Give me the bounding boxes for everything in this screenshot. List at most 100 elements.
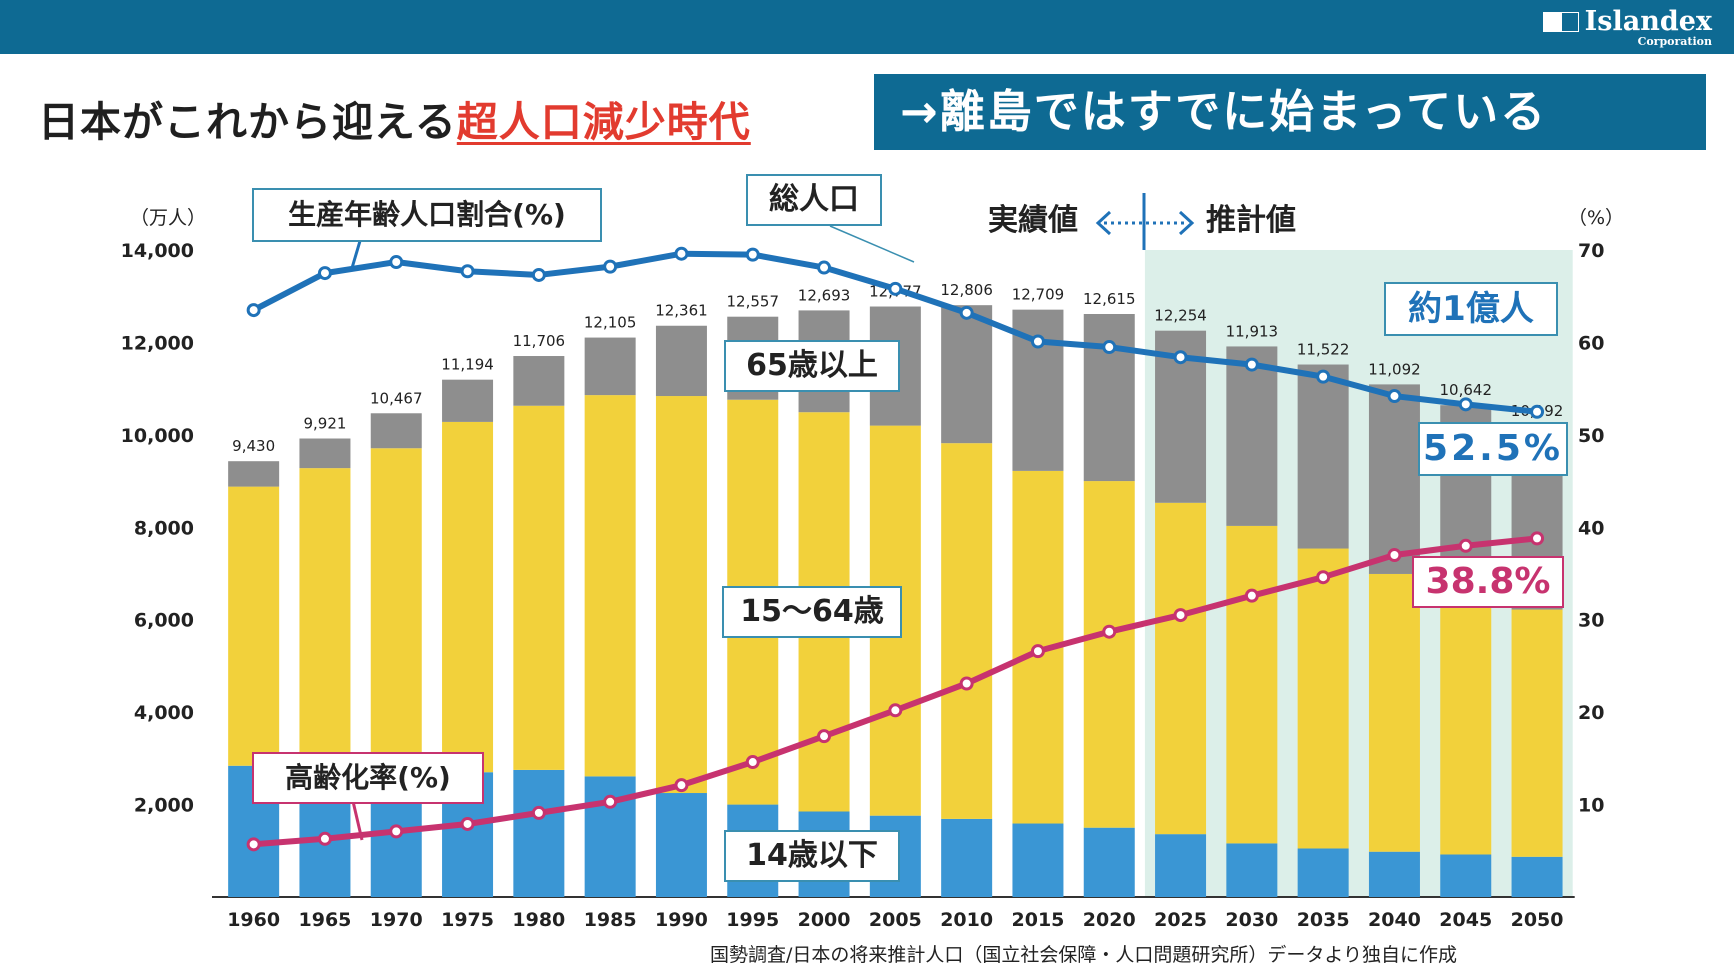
total-value-label: 12,693 [798, 286, 851, 304]
aging-rate-point [1102, 624, 1117, 639]
logo-name: Islandex [1584, 6, 1712, 37]
bar-segment-14-under [1226, 843, 1278, 897]
bar-segment-15-64 [1155, 502, 1207, 835]
total-value-label: 12,254 [1154, 307, 1207, 325]
x-tick-label: 2040 [1368, 909, 1421, 931]
arrow-right-icon [1178, 210, 1195, 236]
bar-segment-14-under [1368, 851, 1420, 897]
aging-rate-label: 高齢化率(%) [285, 761, 451, 794]
actual-label: 実績値 [988, 203, 1078, 238]
total-value-label: 11,092 [1368, 360, 1421, 378]
aging-rate-point [745, 755, 760, 770]
x-tick-label: 2010 [940, 909, 993, 931]
aging-rate-point [246, 837, 261, 852]
bar-segment-15-64 [1297, 548, 1349, 849]
logo-mark-icon [1542, 12, 1579, 32]
working-ratio-point [1387, 389, 1402, 404]
x-tick-label: 2020 [1083, 909, 1136, 931]
y-left-tick-label: 2,000 [134, 795, 194, 817]
x-tick-label: 1990 [655, 909, 708, 931]
aged-65-callout: 65歳以上 [724, 340, 900, 392]
x-tick-label: 2030 [1225, 909, 1278, 931]
aging-rate-point [888, 703, 903, 718]
working-ratio-point [959, 305, 974, 320]
bar-segment-65-over [1368, 384, 1420, 574]
headline-emphasis: 超人口減少時代 [456, 98, 751, 146]
bar-segment-65-over [1226, 346, 1278, 526]
aging-rate-point [1387, 548, 1402, 563]
working-ratio-point [603, 259, 618, 274]
total-value-label: 10,642 [1440, 381, 1493, 399]
aging-rate-callout: 高齢化率(%) [252, 752, 484, 804]
working-ratio-point [1173, 350, 1188, 365]
logo-subtitle: Corporation [1637, 35, 1712, 48]
total-value-label: 9,921 [303, 415, 346, 433]
bars-group [228, 305, 1563, 897]
bar-segment-15-64 [299, 468, 351, 780]
working-ratio-point [1316, 369, 1331, 384]
bar-segment-14-under [584, 776, 636, 897]
working-ratio-point [1530, 404, 1545, 419]
aged-15-64-label: 15〜64歳 [740, 594, 884, 629]
bar-segment-14-under [1012, 823, 1064, 897]
working-2050-value: 52.5% [1423, 428, 1563, 469]
aged-14-label: 14歳以下 [746, 838, 878, 873]
bar-segment-65-over [370, 413, 422, 449]
aging-rate-point [1316, 570, 1331, 585]
about-100m-label: 約1億人 [1408, 289, 1534, 329]
bar-segment-65-over [513, 356, 565, 406]
bar-segment-15-64 [941, 443, 993, 819]
bar-segment-14-under [655, 793, 707, 897]
x-tick-label: 2000 [798, 909, 851, 931]
working-ratio-point [674, 246, 689, 261]
bar-segment-15-64 [1440, 597, 1492, 855]
total-population-callout: 総人口 [746, 174, 882, 226]
aging-rate-point [389, 824, 404, 839]
aging-rate-point [1173, 608, 1188, 623]
about-100m-callout: 約1億人 [1384, 282, 1558, 336]
working-ratio-point [1030, 334, 1045, 349]
aging-rate-point [531, 805, 546, 820]
working-ratio-point [1458, 397, 1473, 412]
aging-rate-point [460, 816, 475, 831]
y-right-tick-label: 70 [1578, 240, 1604, 262]
x-tick-label: 1995 [726, 909, 779, 931]
x-tick-label: 1980 [512, 909, 565, 931]
aging-rate-point [1244, 588, 1259, 603]
working-ratio-point [531, 267, 546, 282]
total-population-label: 総人口 [769, 182, 859, 217]
bar-segment-65-over [1297, 364, 1349, 549]
working-ratio-point [1102, 340, 1117, 355]
total-value-label: 12,806 [940, 281, 993, 299]
total-value-label: 11,706 [513, 332, 566, 350]
working-ratio-point [1244, 357, 1259, 372]
working-ratio-callout: 生産年齢人口割合(%) [252, 188, 602, 242]
bar-segment-65-over [941, 305, 993, 444]
bar-segment-65-over [228, 461, 280, 487]
total-value-label: 10,467 [370, 389, 423, 407]
bar-segment-15-64 [655, 396, 707, 794]
total-value-label: 12,615 [1083, 290, 1136, 308]
bar-segment-15-64 [584, 395, 636, 777]
x-tick-label: 2005 [869, 909, 922, 931]
working-ratio-point [317, 266, 332, 281]
y-left-tick-label: 12,000 [121, 332, 194, 354]
bar-segment-65-over [299, 438, 351, 469]
y-right-tick-label: 20 [1578, 702, 1604, 724]
aging-rate-point [674, 778, 689, 793]
x-tick-label: 1960 [227, 909, 280, 931]
tick-labels-group: 1960 1965 1970 1975 1980 1985 1990 1995 2000 2005… [121, 240, 1605, 931]
bar-segment-15-64 [1083, 481, 1135, 828]
bar-segment-14-under [1155, 834, 1207, 897]
bar-segment-15-64 [1511, 609, 1563, 857]
lines-group [246, 246, 1545, 852]
y-right-tick-label: 60 [1578, 332, 1604, 354]
x-tick-label: 1970 [370, 909, 423, 931]
projected-label: 推計値 [1206, 203, 1296, 238]
bar-segment-14-under [941, 818, 993, 897]
working-ratio-point [460, 264, 475, 279]
bar-segment-14-under [1511, 856, 1563, 897]
aging-2050-value: 38.8% [1425, 561, 1551, 602]
right-unit-label: （%） [1568, 207, 1624, 229]
